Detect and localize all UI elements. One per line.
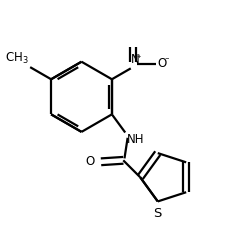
Text: $^+$: $^+$ (135, 53, 142, 62)
Text: O: O (85, 155, 95, 168)
Text: N: N (131, 53, 140, 66)
Text: S: S (153, 207, 162, 220)
Text: O: O (157, 57, 167, 70)
Text: $^-$: $^-$ (163, 55, 171, 64)
Text: NH: NH (126, 133, 144, 146)
Text: CH$_3$: CH$_3$ (5, 51, 29, 66)
